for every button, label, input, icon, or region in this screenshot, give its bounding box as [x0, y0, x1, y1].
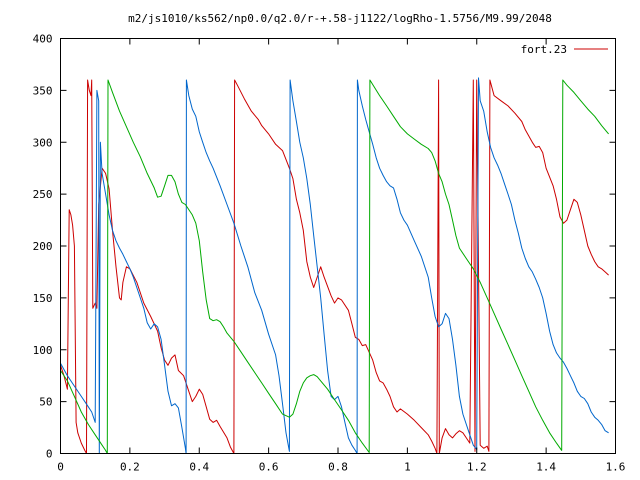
x-tick-label: 1 [404, 461, 411, 474]
x-tick-label: 0.2 [120, 461, 140, 474]
x-tick-label: 0 [57, 461, 64, 474]
series-line-1 [60, 79, 609, 454]
y-tick-label: 50 [39, 396, 52, 409]
x-tick-label: 0.6 [259, 461, 279, 474]
y-tick-label: 150 [33, 292, 53, 305]
plot-frame [60, 38, 616, 454]
series-line-2 [60, 77, 609, 454]
y-tick-label: 0 [46, 448, 53, 461]
legend: fort.23 [521, 43, 608, 56]
y-tick-label: 250 [33, 188, 53, 201]
y-tick-label: 100 [33, 344, 53, 357]
plot-lines [60, 77, 609, 454]
x-tick-label: 1.6 [606, 461, 626, 474]
x-tick-label: 0.4 [189, 461, 209, 474]
x-tick-label: 0.8 [328, 461, 348, 474]
x-tick-label: 1.4 [536, 461, 556, 474]
y-tick-label: 350 [33, 84, 53, 97]
y-tick-label: 400 [33, 33, 53, 46]
chart-title: m2/js1010/ks562/np0.0/q2.0/r-+.58-j1122/… [128, 12, 552, 25]
axes: 0 0.2 0.4 0.6 0.8 1 1.2 1.4 1.6 0 50 100 150 200 250 30… [33, 33, 626, 474]
legend-label: fort.23 [521, 43, 567, 56]
series-line-3 [60, 79, 609, 454]
x-tick-label: 1.2 [467, 461, 487, 474]
y-tick-label: 200 [33, 240, 53, 253]
y-tick-label: 300 [33, 136, 53, 149]
